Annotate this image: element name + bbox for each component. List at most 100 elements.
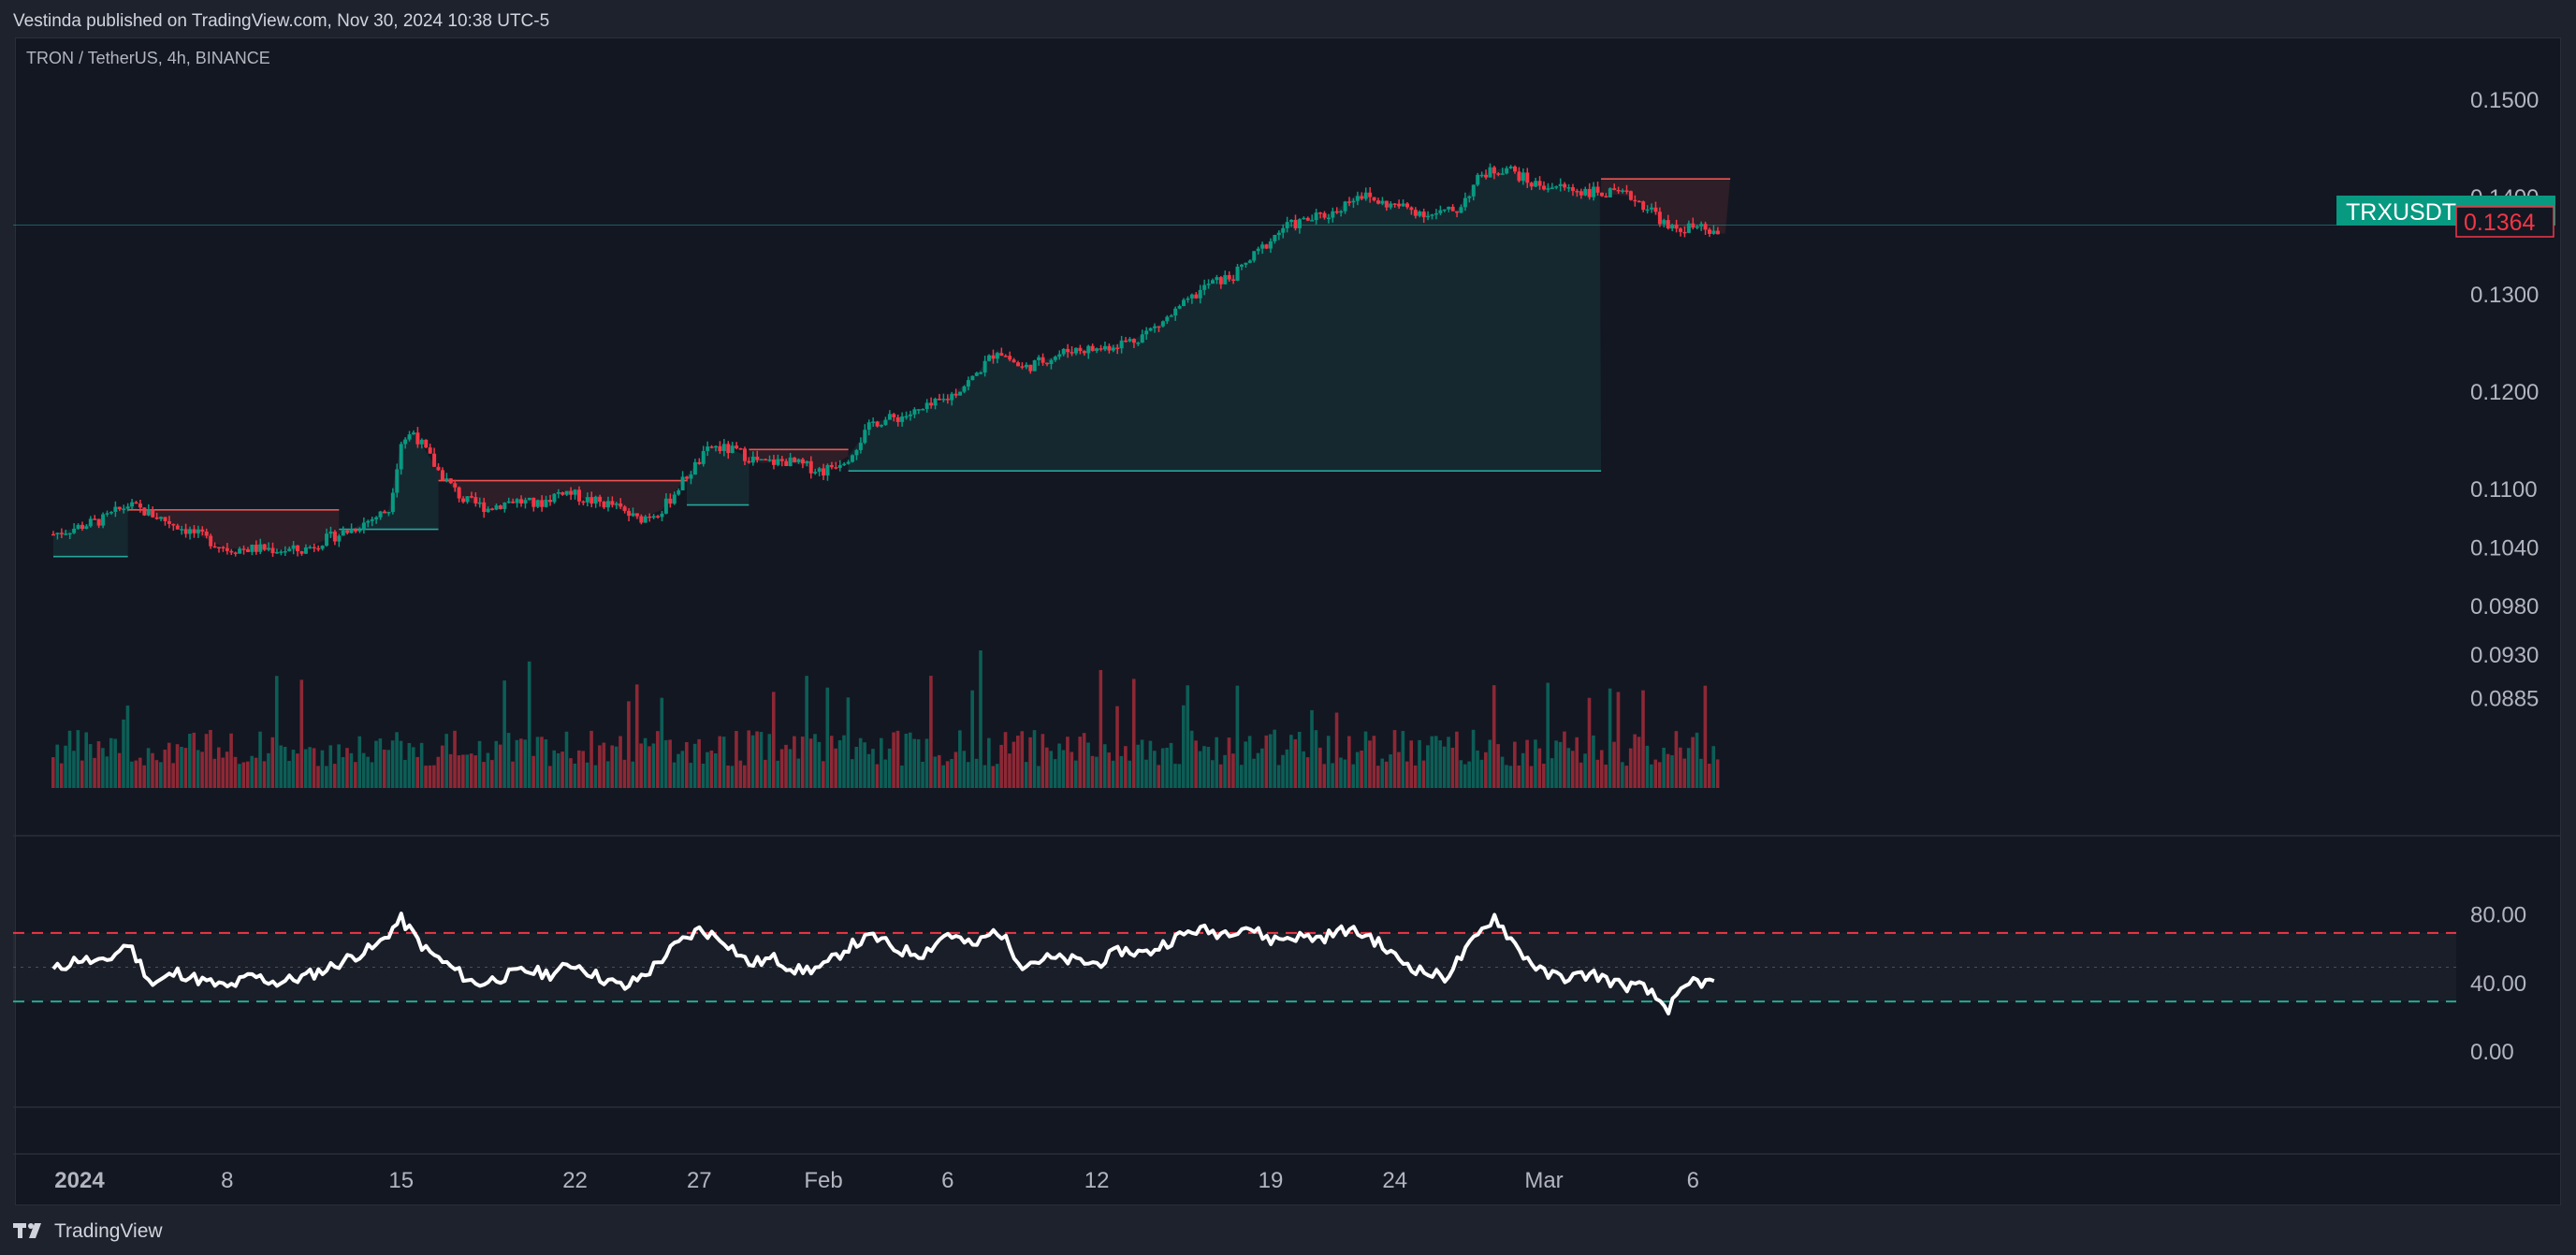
volume-bar bbox=[117, 752, 122, 788]
candle-body bbox=[1376, 200, 1380, 204]
candle-body bbox=[312, 547, 316, 549]
candle-body bbox=[747, 460, 751, 463]
candle-body bbox=[101, 514, 106, 526]
volume-bar bbox=[589, 730, 593, 788]
volume-bar bbox=[1264, 735, 1269, 788]
candle-body bbox=[1227, 274, 1231, 280]
volume-bar bbox=[813, 734, 817, 788]
volume-bar bbox=[854, 747, 859, 788]
candle-body bbox=[122, 508, 126, 511]
volume-bar bbox=[395, 732, 399, 788]
supertrend-fill bbox=[687, 446, 750, 505]
candle-body bbox=[130, 502, 135, 507]
candle-body bbox=[788, 457, 793, 466]
volume-bar bbox=[1682, 758, 1687, 788]
volume-bar bbox=[229, 733, 233, 788]
candle-body bbox=[1624, 190, 1629, 192]
candle-body bbox=[1566, 187, 1571, 189]
candle-body bbox=[1695, 226, 1699, 228]
volume-bar bbox=[692, 743, 697, 788]
volume-bar bbox=[1583, 753, 1587, 788]
candle-body bbox=[854, 449, 859, 456]
volume-bar bbox=[1003, 732, 1008, 788]
volume-bar bbox=[55, 744, 60, 788]
candle-body bbox=[1708, 229, 1711, 234]
volume-bar bbox=[759, 732, 764, 788]
volume-bar bbox=[709, 751, 714, 788]
candle-body bbox=[912, 409, 917, 415]
candle-body bbox=[217, 547, 221, 548]
candle-body bbox=[784, 460, 789, 466]
candle-body bbox=[341, 530, 345, 536]
volume-bar bbox=[366, 756, 370, 788]
volume-bar bbox=[912, 738, 916, 788]
candle-body bbox=[96, 518, 101, 526]
volume-bar bbox=[320, 750, 325, 788]
candle-body bbox=[1650, 207, 1654, 210]
volume-bar bbox=[1057, 743, 1061, 788]
volume-bar bbox=[1679, 747, 1682, 788]
volume-bar bbox=[519, 738, 523, 788]
candle-body bbox=[829, 464, 834, 468]
volume-bar bbox=[569, 758, 573, 788]
candle-body bbox=[1517, 171, 1521, 182]
candle-body bbox=[428, 447, 432, 454]
volume-bar bbox=[502, 680, 506, 788]
volume-bar bbox=[995, 764, 999, 788]
volume-bar bbox=[200, 752, 204, 788]
candle-body bbox=[614, 503, 619, 505]
candle-body bbox=[552, 493, 557, 503]
volume-bar bbox=[138, 757, 142, 788]
volume-bar bbox=[1426, 745, 1430, 788]
volume-bar bbox=[1331, 763, 1334, 788]
volume-bar bbox=[805, 676, 808, 788]
candle-body bbox=[337, 535, 342, 542]
footer-brand[interactable]: TradingView bbox=[13, 1213, 163, 1250]
candle-body bbox=[1160, 321, 1165, 327]
price-tick-label: 0.0930 bbox=[2470, 643, 2539, 668]
volume-bar bbox=[1517, 765, 1521, 788]
volume-bar bbox=[1657, 762, 1662, 788]
volume-bar bbox=[473, 755, 477, 788]
volume-bar bbox=[258, 731, 262, 788]
candle-body bbox=[159, 517, 164, 519]
candle-body bbox=[776, 459, 780, 465]
volume-bar bbox=[1621, 762, 1624, 788]
candle-body bbox=[378, 511, 383, 518]
candle-body bbox=[1293, 219, 1298, 228]
volume-bar bbox=[424, 766, 428, 788]
volume-bar bbox=[627, 701, 631, 788]
candle-body bbox=[1090, 345, 1095, 351]
volume-bar bbox=[701, 763, 706, 788]
candle-body bbox=[759, 459, 764, 461]
candle-body bbox=[887, 414, 892, 420]
volume-bar bbox=[866, 753, 871, 788]
candle-body bbox=[581, 501, 586, 503]
volume-bar bbox=[361, 752, 366, 788]
candle-body bbox=[138, 503, 142, 508]
candle-body bbox=[395, 469, 400, 493]
candle-body bbox=[59, 533, 64, 534]
volume-bar bbox=[564, 731, 569, 788]
volume-bar bbox=[730, 766, 735, 788]
candle-body bbox=[987, 355, 992, 361]
candle-body bbox=[1339, 211, 1344, 213]
candle-body bbox=[1534, 181, 1538, 187]
candle-body bbox=[1525, 172, 1530, 183]
candle-body bbox=[535, 500, 540, 507]
volume-bar bbox=[573, 763, 577, 788]
volume-bar bbox=[1360, 751, 1363, 788]
volume-bar bbox=[180, 747, 183, 788]
candle-body bbox=[465, 496, 470, 503]
volume-bar bbox=[1708, 764, 1711, 788]
volume-bar bbox=[1090, 755, 1095, 788]
candle-body bbox=[84, 526, 89, 530]
volume-bar bbox=[1189, 730, 1194, 788]
candle-body bbox=[1066, 348, 1070, 353]
volume-bar bbox=[576, 750, 581, 788]
volume-bar bbox=[999, 744, 1003, 788]
volume-bar bbox=[1650, 764, 1653, 788]
volume-bar bbox=[718, 736, 722, 788]
volume-bar bbox=[916, 738, 921, 788]
